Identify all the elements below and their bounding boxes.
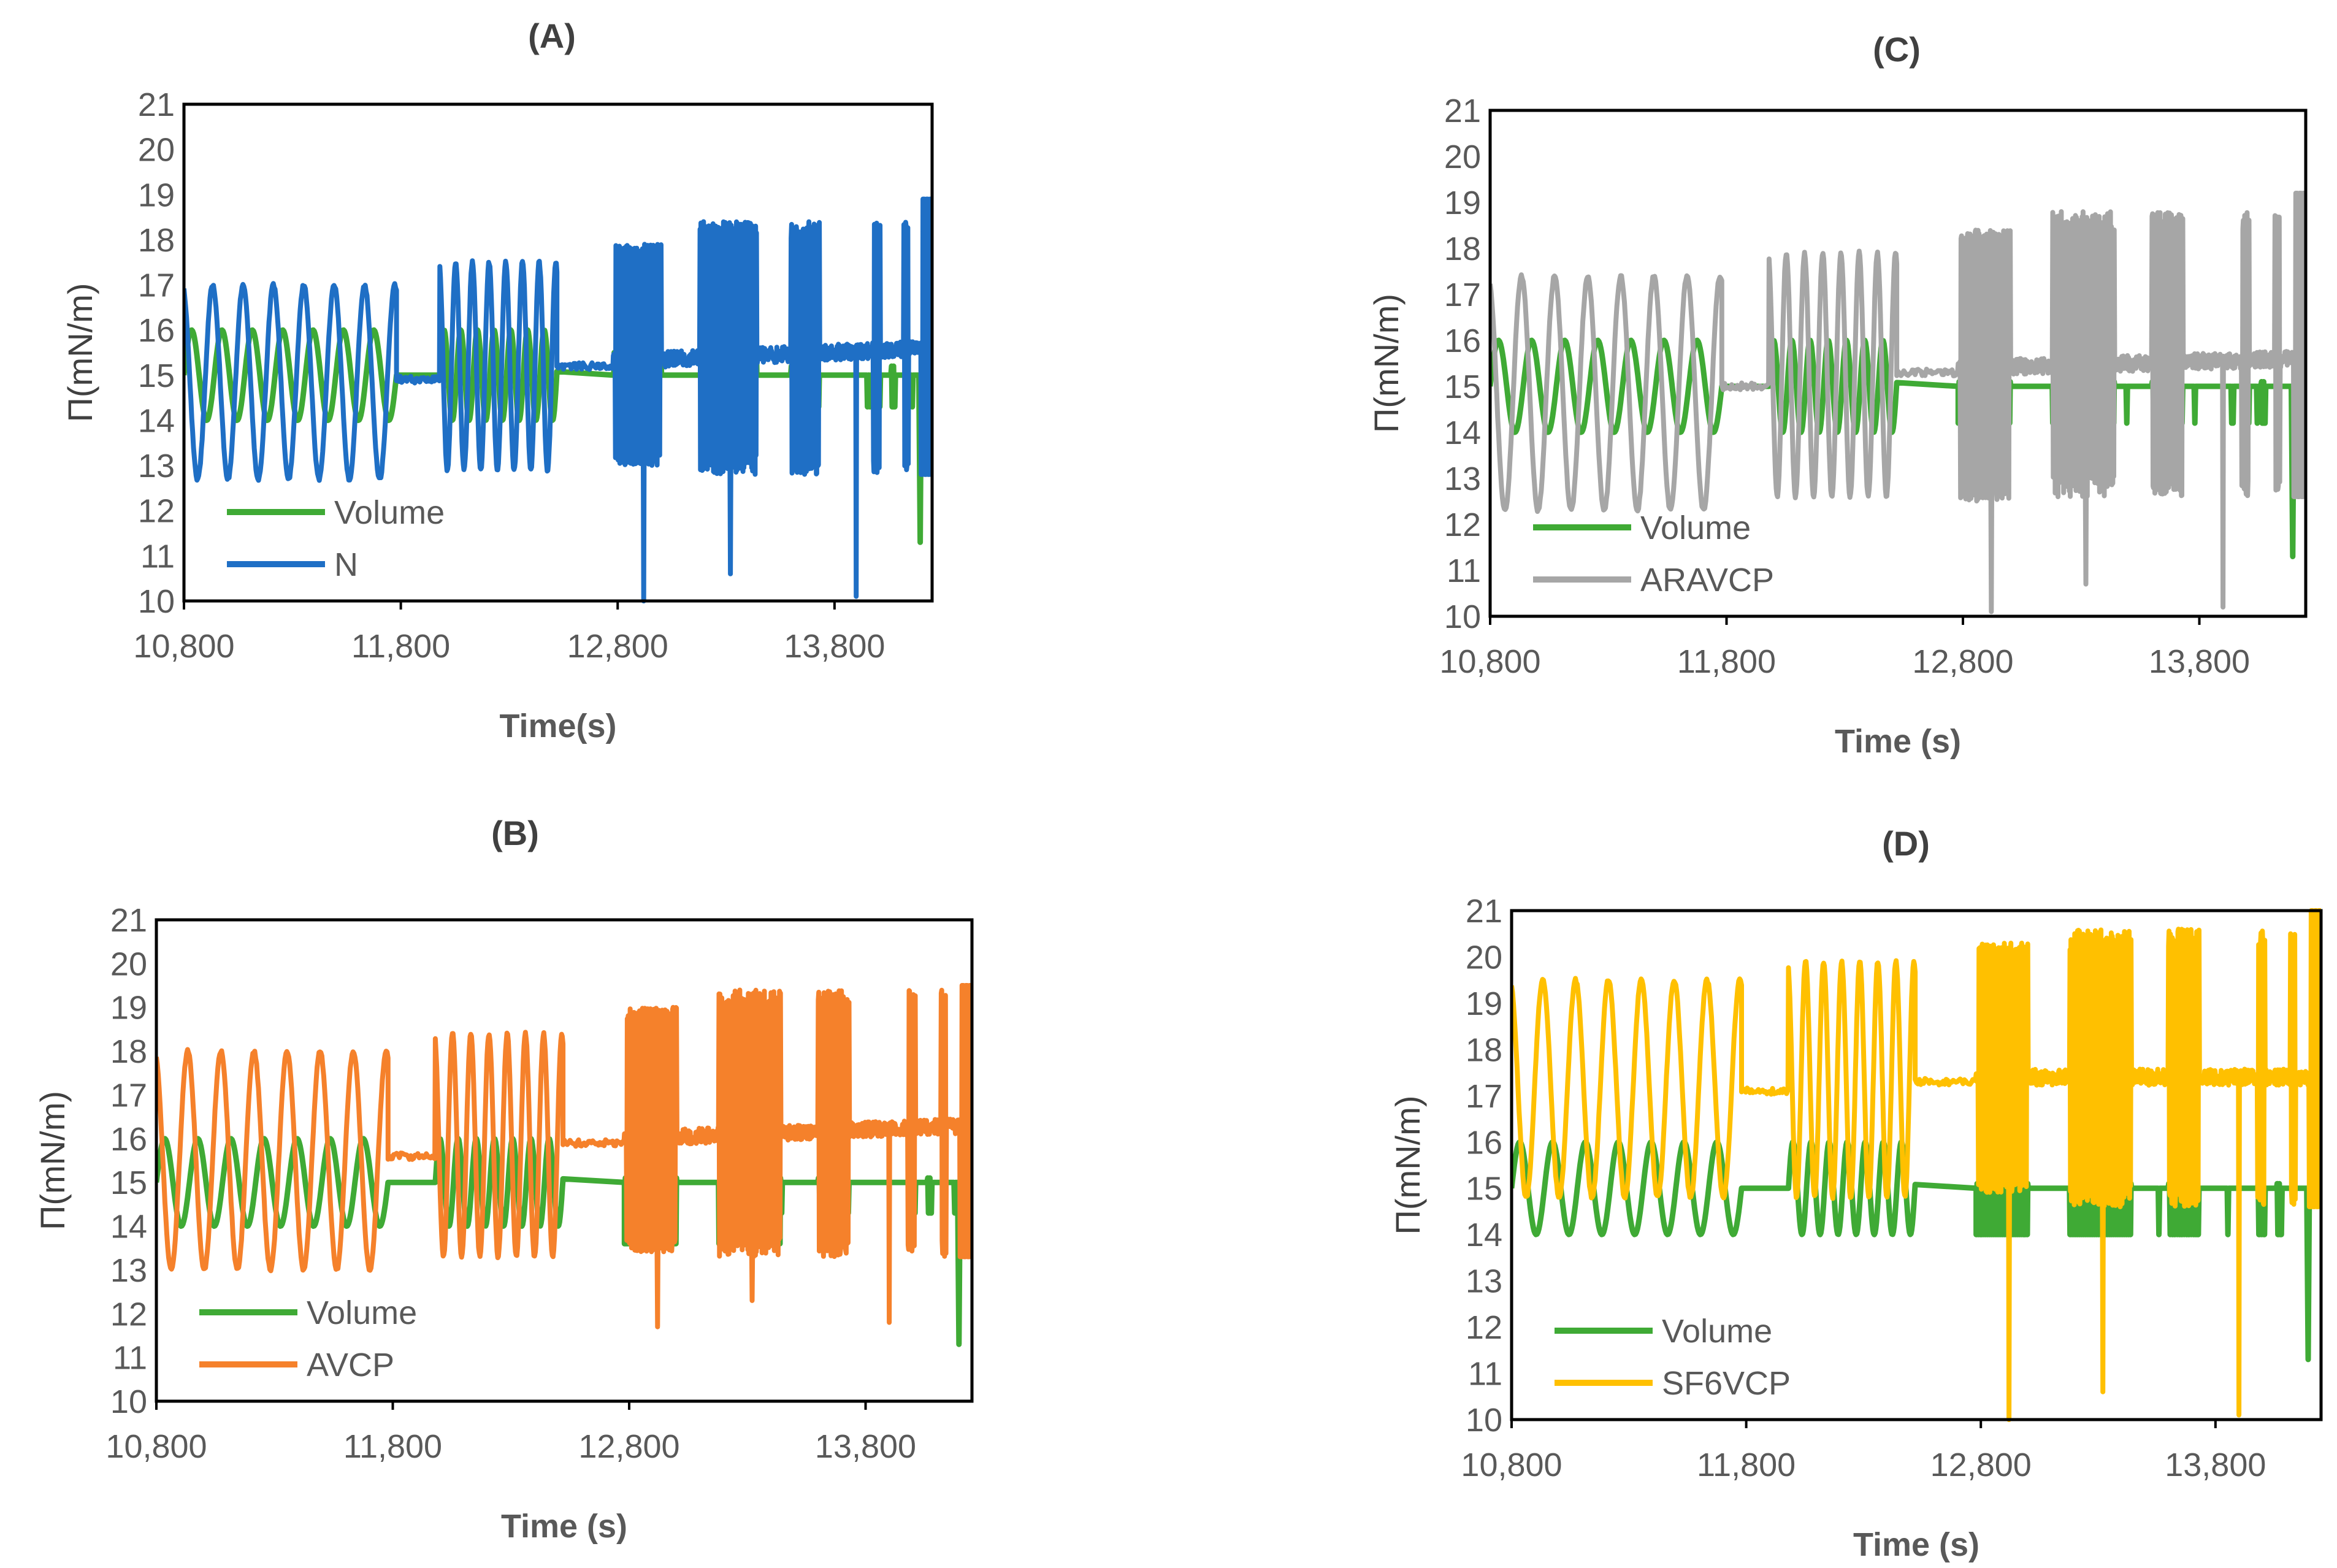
plot-frame — [1510, 909, 2323, 1421]
y-tick-label: 14 — [110, 1209, 147, 1245]
plot-frame — [1488, 109, 2308, 618]
x-tick-label: 11,800 — [351, 628, 450, 665]
y-tick-label: 18 — [1466, 1031, 1502, 1068]
y-tick-label: 18 — [110, 1033, 147, 1070]
chart-panel-0: (A) 10 11 12 13 14 15 16 17 18 19 20 21 10,800 11,800 1… — [61, 17, 934, 744]
y-tick-label: 19 — [138, 177, 175, 213]
y-tick-label: 20 — [1444, 139, 1481, 175]
y-tick-label: 21 — [1444, 93, 1481, 129]
y-tick-label: 21 — [138, 86, 175, 123]
series-line-n — [184, 196, 932, 603]
y-tick-label: 10 — [110, 1383, 147, 1420]
x-tick-label: 11,800 — [1677, 643, 1776, 680]
chart-panel-2: (C) 10 11 12 13 14 15 16 17 18 19 20 21 10,800 11,800 1… — [1367, 30, 2308, 760]
y-tick-label: 17 — [138, 267, 175, 304]
chart-title: (B) — [491, 814, 539, 852]
y-tick-label: 13 — [1466, 1263, 1502, 1300]
x-axis-title: Time(s) — [499, 708, 616, 744]
y-tick-label: 10 — [1466, 1402, 1502, 1439]
x-tick-label: 10,800 — [1461, 1447, 1562, 1483]
legend-label-volume: Volume — [307, 1295, 417, 1331]
legend-label-volume: Volume — [1662, 1313, 1772, 1350]
x-axis-title: Time (s) — [501, 1508, 627, 1545]
x-tick-label: 11,800 — [1697, 1447, 1796, 1483]
y-tick-label: 14 — [1466, 1217, 1502, 1253]
y-axis-title: Π(mN/m) — [1367, 294, 1406, 433]
y-tick-label: 19 — [1466, 985, 1502, 1022]
y-tick-label: 12 — [138, 493, 175, 530]
y-tick-label: 16 — [110, 1121, 147, 1158]
legend-label-n: N — [334, 546, 358, 583]
y-tick-label: 15 — [110, 1165, 147, 1201]
y-tick-label: 18 — [1444, 231, 1481, 267]
x-tick-label: 13,800 — [784, 628, 885, 665]
y-tick-label: 11 — [140, 538, 175, 575]
x-tick-label: 10,800 — [133, 628, 234, 665]
y-tick-label: 12 — [1466, 1309, 1502, 1346]
x-tick-label: 10,800 — [105, 1428, 207, 1465]
y-axis-title: Π(mN/m) — [33, 1091, 72, 1230]
y-tick-label: 15 — [138, 358, 175, 394]
y-tick-label: 17 — [1444, 277, 1481, 313]
y-tick-label: 15 — [1444, 369, 1481, 405]
legend-label-aravcp: ARAVCP — [1640, 562, 1774, 599]
y-tick-label: 13 — [138, 448, 175, 484]
y-tick-label: 19 — [1444, 185, 1481, 221]
y-tick-label: 18 — [138, 222, 175, 259]
y-axis-title: Π(mN/m) — [61, 283, 99, 422]
y-tick-label: 13 — [1444, 461, 1481, 497]
y-tick-label: 11 — [1468, 1356, 1502, 1393]
legend-label-sf6vcp: SF6VCP — [1662, 1365, 1791, 1402]
y-tick-label: 16 — [1444, 323, 1481, 359]
plot-frame — [182, 102, 934, 603]
y-tick-label: 21 — [1466, 893, 1502, 930]
plot-frame — [155, 918, 974, 1403]
y-tick-label: 10 — [138, 583, 175, 620]
x-axis-title: Time (s) — [1835, 723, 1961, 760]
y-tick-label: 13 — [110, 1252, 147, 1289]
y-tick-label: 12 — [110, 1296, 147, 1333]
x-tick-label: 12,800 — [567, 628, 668, 665]
y-tick-label: 14 — [1444, 415, 1481, 451]
y-tick-label: 20 — [138, 132, 175, 169]
x-tick-label: 12,800 — [578, 1428, 679, 1465]
x-tick-label: 13,800 — [815, 1428, 916, 1465]
series-line-avcp — [156, 983, 972, 1329]
chart-title: (A) — [528, 17, 576, 55]
chart-panel-3: (D) 10 11 12 13 14 15 16 17 18 19 20 21 10,800 11,800 1… — [1388, 824, 2323, 1563]
chart-title: (D) — [1882, 824, 1930, 863]
y-tick-label: 20 — [110, 946, 147, 982]
y-tick-label: 11 — [113, 1340, 147, 1377]
x-tick-label: 12,800 — [1912, 643, 2013, 680]
y-tick-label: 14 — [138, 402, 175, 439]
series-line-sf6vcp — [1512, 908, 2321, 1422]
y-tick-label: 15 — [1466, 1171, 1502, 1207]
x-tick-label: 10,800 — [1439, 643, 1540, 680]
x-tick-label: 13,800 — [2149, 643, 2250, 680]
x-tick-label: 13,800 — [2165, 1447, 2266, 1483]
y-tick-label: 20 — [1466, 939, 1502, 976]
x-axis-title: Time (s) — [1853, 1526, 1979, 1563]
y-tick-label: 17 — [110, 1077, 147, 1114]
y-tick-label: 19 — [110, 990, 147, 1027]
chart-title: (C) — [1873, 30, 1921, 69]
x-tick-label: 11,800 — [343, 1428, 442, 1465]
x-tick-label: 12,800 — [1930, 1447, 2032, 1483]
y-tick-label: 16 — [1466, 1124, 1502, 1161]
legend-label-volume: Volume — [334, 494, 445, 531]
y-tick-label: 12 — [1444, 507, 1481, 543]
legend-label-volume: Volume — [1640, 510, 1751, 546]
series-line-aravcp — [1490, 191, 2306, 614]
y-axis-title: Π(mN/m) — [1388, 1095, 1427, 1234]
y-tick-label: 10 — [1444, 599, 1481, 635]
y-tick-label: 21 — [110, 902, 147, 939]
legend-label-avcp: AVCP — [307, 1347, 394, 1383]
chart-panel-1: (B) 10 11 12 13 14 15 16 17 18 19 20 21 10,800 11,800 1… — [33, 814, 974, 1545]
y-tick-label: 11 — [1447, 553, 1481, 589]
y-tick-label: 16 — [138, 312, 175, 349]
y-tick-label: 17 — [1466, 1078, 1502, 1115]
